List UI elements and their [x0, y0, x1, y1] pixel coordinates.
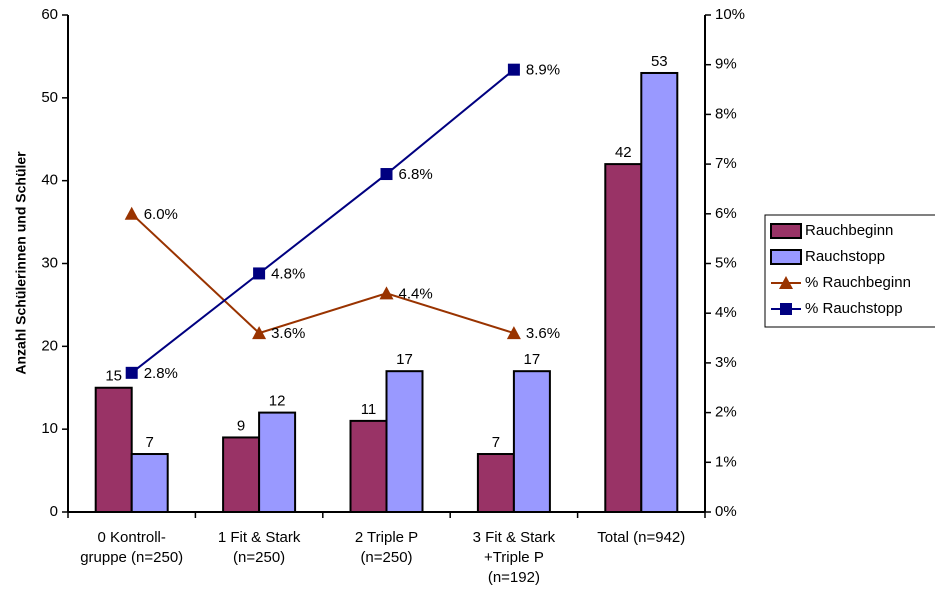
bar-label: 42 [615, 144, 632, 161]
data-label: 4.8% [271, 265, 305, 282]
y2-tick-label: 10% [715, 6, 745, 23]
marker [507, 63, 520, 76]
data-label: 4.4% [399, 285, 433, 302]
y2-tick-label: 0% [715, 503, 737, 520]
bar [258, 411, 297, 514]
data-label: 8.9% [526, 62, 560, 79]
bar-label: 12 [269, 393, 286, 410]
bar-label: 53 [651, 53, 668, 70]
bar-label: 11 [361, 401, 377, 418]
bar [349, 419, 388, 513]
y2-tick-label: 4% [715, 304, 737, 321]
bar-label: 17 [396, 351, 413, 368]
bar-label: 9 [237, 417, 245, 434]
legend-marker [779, 276, 793, 289]
legend-swatch [770, 249, 802, 265]
x-tick-label: 2 Triple P (n=250) [354, 529, 419, 566]
y2-tick-label: 2% [715, 404, 737, 421]
data-label: 3.6% [271, 325, 305, 342]
legend-label: Rauchstopp [805, 248, 885, 265]
legend-label: % Rauchbeginn [805, 274, 911, 291]
marker [124, 206, 139, 220]
bar [640, 71, 679, 513]
marker [252, 326, 267, 340]
data-label: 6.0% [144, 206, 178, 223]
bar [222, 436, 261, 514]
bar [512, 370, 551, 513]
y2-tick-label: 8% [715, 105, 737, 122]
bar-label: 7 [146, 434, 154, 451]
line [131, 68, 515, 374]
y-tick-label: 40 [41, 172, 58, 189]
marker [506, 326, 521, 340]
y-tick-label: 30 [41, 254, 58, 271]
legend-label: % Rauchstopp [805, 300, 903, 317]
legend-marker [780, 303, 792, 315]
y2-tick-label: 7% [715, 155, 737, 172]
data-label: 2.8% [144, 365, 178, 382]
bar [130, 453, 169, 513]
data-label: 6.8% [399, 166, 433, 183]
marker [380, 168, 393, 181]
x-tick-label: Total (n=942) [597, 529, 686, 546]
legend-label: Rauchbeginn [805, 222, 893, 239]
y-tick-label: 20 [41, 337, 58, 354]
legend-swatch [770, 223, 802, 239]
bar-label: 17 [524, 351, 541, 368]
data-label: 3.6% [526, 325, 560, 342]
y-tick-label: 0 [50, 503, 58, 520]
x-tick-label: 1 Fit & Stark (n=250) [217, 529, 301, 566]
bar [604, 163, 643, 513]
y-tick-label: 60 [41, 6, 58, 23]
bar-label: 7 [492, 434, 500, 451]
y2-tick-label: 3% [715, 354, 737, 371]
x-tick-label: 3 Fit & Stark +Triple P (n=192) [472, 529, 556, 586]
bar [94, 386, 133, 513]
y-tick-label: 50 [41, 89, 58, 106]
y2-tick-label: 5% [715, 254, 737, 271]
bar [385, 370, 424, 513]
y-tick-label: 10 [41, 420, 58, 437]
line [131, 213, 515, 335]
y2-tick-label: 6% [715, 205, 737, 222]
bar-label: 15 [105, 368, 122, 385]
x-tick-label: 0 Kontroll- gruppe (n=250) [80, 529, 184, 566]
y2-tick-label: 9% [715, 56, 737, 73]
y2-tick-label: 1% [715, 453, 737, 470]
bar [476, 453, 515, 513]
y-axis-label: Anzahl Schülerinnen und Schüler [13, 151, 29, 375]
marker [253, 267, 266, 280]
marker [125, 366, 138, 379]
marker [379, 286, 394, 300]
